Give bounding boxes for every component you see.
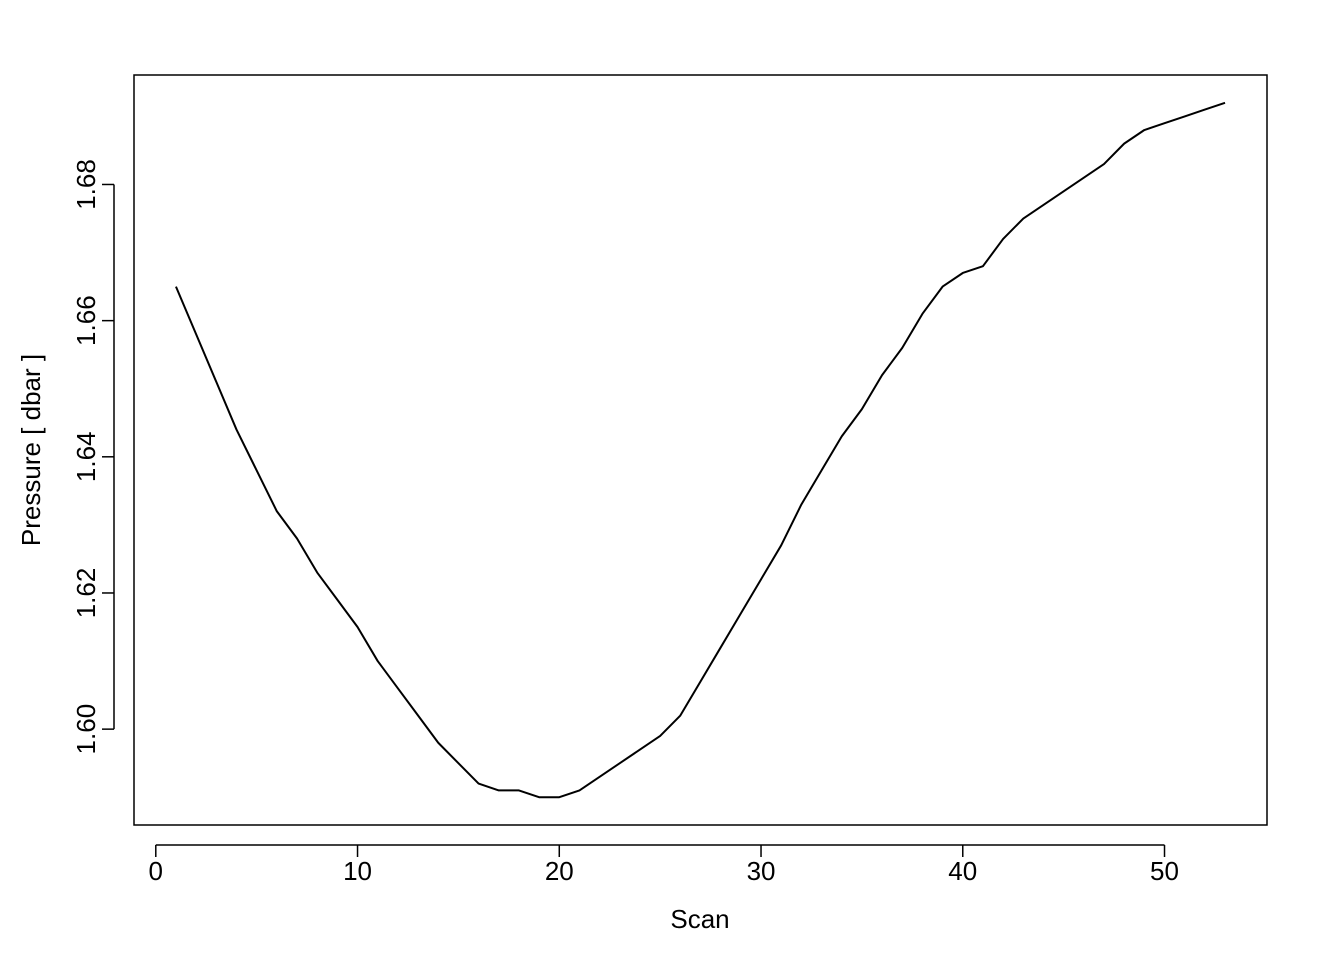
y-tick-label: 1.62 — [71, 568, 101, 619]
y-tick-label: 1.60 — [71, 704, 101, 755]
x-tick-label: 40 — [948, 856, 977, 886]
x-tick-label: 0 — [149, 856, 163, 886]
x-tick-label: 10 — [343, 856, 372, 886]
y-tick-label: 1.68 — [71, 159, 101, 210]
x-axis-label: Scan — [670, 904, 729, 934]
x-tick-label: 30 — [747, 856, 776, 886]
y-tick-label: 1.64 — [71, 432, 101, 483]
x-tick-label: 50 — [1150, 856, 1179, 886]
y-tick-label: 1.66 — [71, 295, 101, 346]
x-tick-label: 20 — [545, 856, 574, 886]
plot-frame — [133, 74, 1268, 826]
data-line — [175, 101, 1226, 799]
y-axis-label: Pressure [ dbar ] — [16, 354, 46, 546]
